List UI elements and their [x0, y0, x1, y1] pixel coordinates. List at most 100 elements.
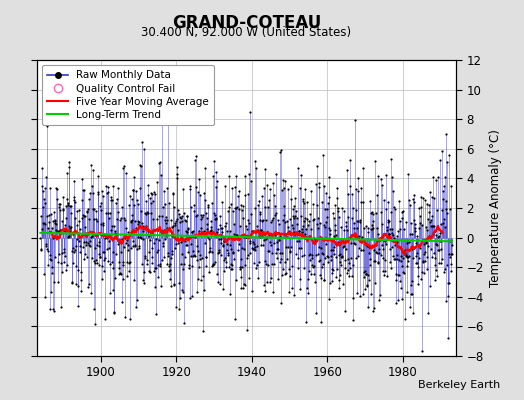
Point	[330, 244, 339, 250]
Point	[366, 198, 374, 204]
Point	[280, 185, 288, 191]
Point	[420, 241, 428, 247]
Point	[167, 255, 176, 262]
Point	[309, 235, 318, 241]
Point	[191, 234, 199, 240]
Point	[333, 208, 342, 214]
Point	[228, 262, 236, 268]
Point	[73, 208, 81, 214]
Point	[419, 258, 427, 264]
Point	[392, 277, 400, 283]
Point	[174, 227, 182, 234]
Point	[348, 317, 357, 323]
Point	[145, 268, 154, 274]
Point	[241, 262, 249, 268]
Point	[173, 240, 182, 246]
Point	[181, 238, 189, 244]
Point	[420, 197, 429, 204]
Point	[402, 289, 411, 296]
Point	[410, 192, 418, 198]
Point	[252, 244, 260, 250]
Point	[224, 249, 232, 256]
Point	[376, 236, 385, 242]
Point	[84, 284, 92, 290]
Point	[203, 204, 212, 210]
Point	[223, 241, 231, 248]
Point	[219, 286, 227, 292]
Point	[68, 248, 76, 254]
Point	[270, 212, 279, 218]
Point	[133, 246, 141, 252]
Point	[390, 235, 398, 241]
Point	[156, 263, 164, 269]
Point	[156, 261, 164, 267]
Point	[256, 234, 264, 240]
Point	[166, 260, 174, 267]
Point	[302, 234, 310, 240]
Point	[325, 231, 334, 238]
Point	[124, 242, 133, 248]
Point	[277, 299, 285, 306]
Point	[303, 216, 311, 222]
Point	[391, 242, 399, 248]
Point	[250, 241, 258, 248]
Point	[149, 268, 158, 274]
Point	[307, 188, 315, 194]
Point	[352, 185, 361, 192]
Point	[329, 233, 337, 239]
Point	[170, 222, 179, 228]
Point	[148, 260, 156, 266]
Point	[173, 171, 181, 177]
Point	[202, 210, 210, 216]
Point	[414, 281, 422, 287]
Point	[54, 204, 63, 210]
Point	[154, 274, 162, 280]
Point	[66, 228, 74, 234]
Point	[342, 219, 350, 225]
Point	[415, 254, 423, 261]
Point	[215, 236, 223, 242]
Point	[40, 220, 48, 226]
Point	[413, 232, 422, 239]
Point	[410, 217, 419, 223]
Point	[220, 268, 228, 274]
Point	[292, 238, 301, 244]
Point	[219, 242, 227, 249]
Point	[143, 257, 151, 264]
Point	[379, 237, 388, 244]
Point	[327, 247, 335, 254]
Point	[180, 261, 188, 268]
Point	[299, 200, 308, 206]
Point	[268, 261, 276, 267]
Point	[410, 199, 418, 205]
Point	[86, 243, 95, 250]
Point	[138, 276, 147, 283]
Point	[236, 266, 244, 272]
Point	[67, 224, 75, 230]
Point	[148, 191, 157, 197]
Point	[408, 278, 416, 284]
Point	[160, 188, 169, 194]
Point	[57, 230, 66, 236]
Point	[436, 238, 444, 244]
Point	[178, 286, 187, 293]
Point	[442, 298, 451, 304]
Point	[97, 263, 106, 270]
Point	[334, 214, 343, 221]
Point	[226, 291, 234, 297]
Point	[122, 170, 130, 176]
Point	[270, 192, 278, 198]
Point	[405, 239, 413, 245]
Point	[53, 259, 62, 265]
Point	[399, 208, 407, 214]
Point	[149, 198, 158, 204]
Point	[234, 247, 243, 253]
Point	[380, 256, 389, 263]
Point	[150, 283, 159, 290]
Point	[348, 205, 357, 211]
Point	[233, 204, 241, 210]
Point	[38, 219, 47, 226]
Point	[112, 231, 120, 238]
Point	[407, 231, 416, 238]
Point	[340, 227, 348, 234]
